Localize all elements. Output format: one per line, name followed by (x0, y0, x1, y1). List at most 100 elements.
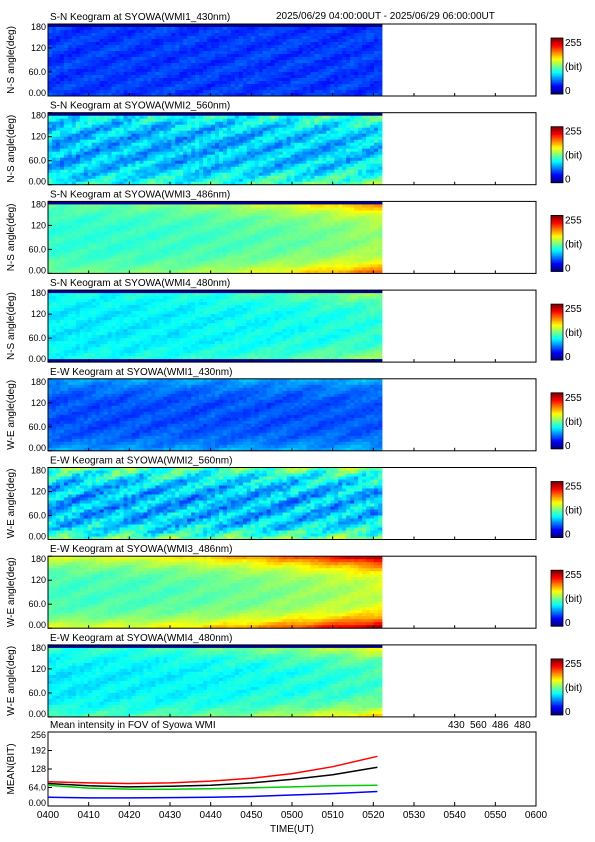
heatmap-cell (103, 267, 109, 271)
heatmap-cell (71, 225, 77, 229)
heatmap-cell (75, 255, 81, 259)
heatmap-cell (155, 115, 160, 120)
heatmap-cell (302, 72, 307, 76)
heatmap-cell (354, 148, 359, 153)
heatmap-cell (226, 60, 232, 64)
heatmap-cell (171, 118, 176, 123)
heatmap-cell (99, 136, 105, 141)
heatmap-cell (103, 181, 109, 186)
heatmap-cell (270, 121, 276, 126)
heatmap-cell (278, 145, 283, 150)
heatmap-cell (87, 163, 93, 168)
heatmap-cell (290, 60, 295, 64)
heatmap-cell (187, 154, 192, 159)
heatmap-cell (87, 45, 93, 49)
heatmap-cell (286, 81, 291, 85)
heatmap-cell (75, 42, 81, 46)
heatmap-cell (199, 175, 204, 180)
heatmap-cell (131, 154, 136, 159)
heatmap-cell (270, 42, 276, 46)
heatmap-cell (55, 54, 61, 58)
heatmap-cell (183, 66, 188, 70)
heatmap-cell (334, 93, 339, 97)
heatmap-cell (111, 36, 116, 40)
heatmap-cell (342, 60, 347, 64)
heatmap-cell (99, 201, 105, 205)
heatmap-cell (254, 157, 260, 162)
heatmap-cell (298, 84, 303, 88)
heatmap-cell (218, 154, 224, 159)
heatmap-cell (234, 148, 240, 153)
heatmap-cell (139, 216, 144, 220)
colorbar-step (551, 140, 563, 143)
heatmap-cell (250, 160, 256, 165)
heatmap-cell (163, 267, 168, 271)
heatmap-cell (302, 93, 307, 97)
heatmap-cell (123, 261, 128, 265)
heatmap-cell (55, 48, 61, 52)
heatmap-cell (75, 130, 81, 135)
heatmap-cell (191, 63, 196, 67)
heatmap-cell (290, 148, 295, 153)
heatmap-cell (242, 112, 248, 117)
heatmap-cell (306, 175, 311, 180)
heatmap-cell (99, 231, 105, 235)
heatmap-cell (222, 157, 228, 162)
heatmap-cell (99, 124, 105, 129)
heatmap-cell (362, 112, 367, 117)
heatmap-cell (179, 231, 184, 235)
heatmap-cell (131, 255, 136, 259)
heatmap-cell (294, 81, 299, 85)
heatmap-cell (278, 72, 283, 76)
heatmap-cell (123, 213, 128, 217)
heatmap-cell (262, 136, 268, 141)
heatmap-cell (51, 225, 57, 229)
heatmap-cell (103, 63, 109, 67)
heatmap-cell (143, 133, 148, 138)
heatmap-cell (362, 48, 367, 52)
heatmap-cell (163, 166, 168, 171)
heatmap-cell (218, 142, 224, 147)
heatmap-cell (230, 78, 236, 82)
heatmap-cell (302, 160, 307, 165)
heatmap-cell (250, 151, 256, 156)
heatmap-cell (226, 121, 232, 126)
heatmap-cell (119, 172, 124, 177)
heatmap-cell (51, 30, 57, 34)
heatmap-cell (378, 118, 383, 123)
heatmap-cell (87, 201, 93, 205)
heatmap-cell (366, 115, 371, 120)
heatmap-cell (282, 51, 287, 55)
heatmap-cell (326, 54, 331, 58)
heatmap-cell (83, 69, 89, 73)
heatmap-cell (370, 148, 375, 153)
heatmap-cell (51, 169, 57, 174)
heatmap-cell (238, 78, 244, 82)
heatmap-cell (294, 48, 299, 52)
heatmap-cell (218, 90, 224, 94)
heatmap-cell (250, 45, 256, 49)
heatmap-cell (266, 136, 272, 141)
heatmap-cell (266, 130, 272, 135)
heatmap-cell (191, 181, 196, 186)
heatmap-cell (207, 133, 212, 138)
heatmap-cell (290, 42, 295, 46)
heatmap-cell (350, 30, 355, 34)
heatmap-cell (143, 118, 148, 123)
heatmap-cell (258, 27, 264, 31)
heatmap-cell (51, 178, 57, 183)
heatmap-cell (115, 133, 120, 138)
heatmap-cell (147, 30, 152, 34)
heatmap-cell (199, 60, 204, 64)
heatmap-cell (326, 166, 331, 171)
heatmap-cell (226, 36, 232, 40)
heatmap-cell (203, 172, 208, 177)
heatmap-cell (302, 63, 307, 67)
heatmap-cell (358, 127, 363, 132)
heatmap-cell (71, 118, 77, 123)
heatmap-cell (302, 45, 307, 49)
heatmap-cell (67, 30, 73, 34)
heatmap-cell (127, 78, 132, 82)
heatmap-cell (55, 243, 61, 247)
heatmap-cell (286, 130, 291, 135)
